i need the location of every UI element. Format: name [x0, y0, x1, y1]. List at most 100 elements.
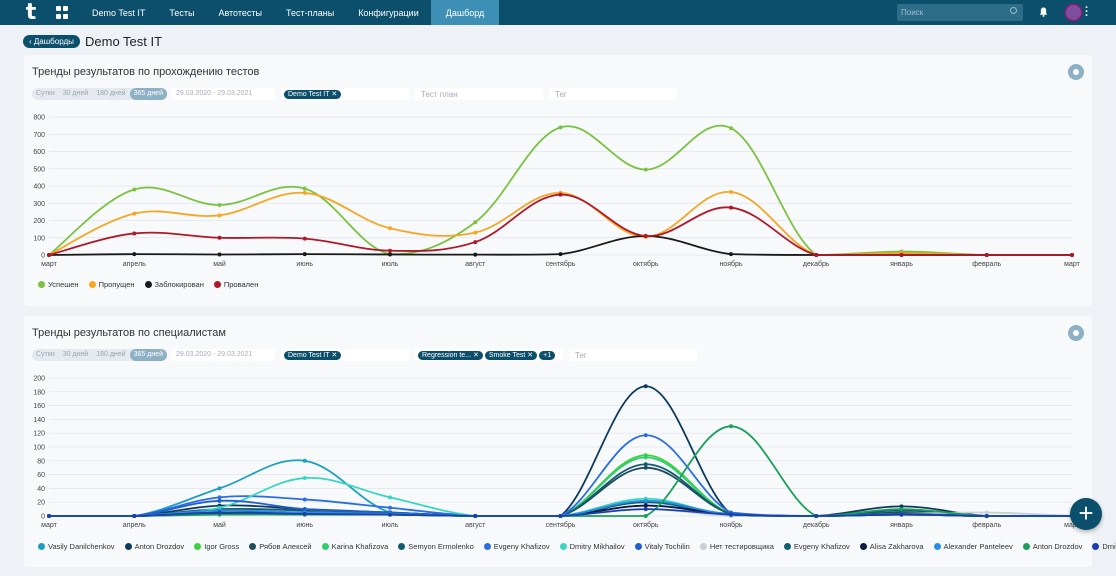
data-point[interactable]	[388, 495, 392, 500]
project-filter[interactable]: Demo Test IT ✕	[281, 349, 409, 361]
data-point[interactable]	[899, 504, 904, 509]
nav-item-5[interactable]: Конфигурации	[358, 7, 419, 18]
legend-item[interactable]: Пропущен	[88, 280, 135, 289]
legend-item[interactable]: Evgeny Khafizov	[783, 542, 850, 551]
data-point[interactable]	[388, 252, 392, 257]
project-chip[interactable]: Demo Test IT ✕	[284, 89, 342, 99]
data-point[interactable]	[643, 433, 648, 438]
data-point[interactable]	[132, 231, 137, 236]
data-point[interactable]	[302, 190, 307, 195]
data-point[interactable]	[899, 512, 904, 517]
data-point[interactable]	[643, 507, 648, 512]
data-point[interactable]	[814, 514, 819, 518]
data-point[interactable]	[558, 514, 563, 518]
tag-filter[interactable]: Тег	[569, 349, 697, 361]
data-point[interactable]	[217, 486, 222, 491]
data-point[interactable]	[388, 248, 392, 253]
bell-icon[interactable]	[1039, 7, 1048, 17]
data-point[interactable]	[217, 510, 222, 515]
data-point[interactable]	[473, 252, 478, 257]
data-point[interactable]	[132, 211, 137, 216]
data-point[interactable]	[302, 252, 307, 257]
data-point[interactable]	[217, 213, 222, 218]
nav-item-6[interactable]: Дашборд	[430, 0, 500, 25]
data-point[interactable]	[643, 514, 648, 518]
period-option[interactable]: 365 дней	[129, 349, 167, 361]
more-menu-icon[interactable]: · · ·	[1085, 2, 1089, 22]
data-point[interactable]	[643, 384, 648, 389]
period-option[interactable]: 180 дней	[96, 351, 126, 358]
settings-gear-icon[interactable]	[1068, 325, 1084, 341]
data-point[interactable]	[729, 190, 733, 195]
data-point[interactable]	[388, 226, 392, 231]
data-point[interactable]	[388, 512, 392, 517]
data-point[interactable]	[814, 253, 819, 257]
data-point[interactable]	[217, 252, 222, 257]
data-point[interactable]	[388, 505, 392, 510]
data-point[interactable]	[302, 497, 307, 502]
add-widget-button[interactable]: +	[1070, 498, 1102, 530]
nav-item-1[interactable]: Demo Test IT	[92, 7, 146, 18]
data-point[interactable]	[729, 205, 733, 210]
data-point[interactable]	[984, 253, 989, 257]
apps-grid-icon[interactable]	[56, 5, 70, 20]
data-point[interactable]	[217, 505, 222, 510]
legend-item[interactable]: Anton Drozdov	[1022, 542, 1082, 551]
testplan-filter[interactable]: Тест план	[415, 88, 543, 100]
legend-item[interactable]: Успешен	[38, 280, 79, 289]
nav-item-3[interactable]: Автотесты	[218, 7, 262, 18]
data-point[interactable]	[643, 498, 648, 503]
testplan-filter[interactable]: Regression te... ✕ Smoke Test ✕ +1	[415, 349, 563, 361]
data-point[interactable]	[558, 192, 563, 197]
data-point[interactable]	[302, 236, 307, 241]
search-input[interactable]: Поиск	[897, 4, 1023, 21]
legend-item[interactable]: Igor Gross	[194, 542, 239, 551]
testit-logo[interactable]: t	[25, 0, 37, 25]
data-point[interactable]	[984, 510, 989, 515]
data-point[interactable]	[643, 455, 648, 460]
legend-item[interactable]: Dmitry Mikhailov	[1092, 542, 1116, 551]
data-point[interactable]	[132, 252, 137, 257]
user-avatar[interactable]	[1065, 4, 1082, 21]
period-option[interactable]: 365 дней	[129, 88, 167, 100]
legend-item[interactable]: Vasily Danilchenkov	[38, 542, 115, 551]
legend-item[interactable]: Anton Drozdov	[124, 542, 184, 551]
settings-gear-icon[interactable]	[1068, 64, 1084, 80]
data-point[interactable]	[984, 514, 989, 518]
data-point[interactable]	[302, 186, 307, 191]
tag-filter[interactable]: Тег	[549, 88, 677, 100]
data-point[interactable]	[643, 503, 648, 508]
period-option[interactable]: 180 дней	[96, 90, 126, 97]
project-chip[interactable]: Demo Test IT ✕	[284, 350, 342, 360]
legend-item[interactable]: Vitaly Tochilin	[634, 542, 690, 551]
legend-item[interactable]: Semyon Ermolenko	[398, 542, 474, 551]
nav-item-4[interactable]: Тест-планы	[286, 7, 335, 18]
period-option[interactable]: Сутки	[36, 351, 55, 358]
data-point[interactable]	[217, 495, 222, 500]
testplan-chip[interactable]: Smoke Test ✕	[484, 350, 538, 360]
data-point[interactable]	[1070, 253, 1074, 257]
legend-item[interactable]: Заблокирован	[144, 280, 204, 289]
data-point[interactable]	[217, 498, 222, 503]
data-point[interactable]	[473, 230, 478, 235]
data-point[interactable]	[558, 125, 563, 130]
data-point[interactable]	[899, 507, 904, 512]
period-option[interactable]: 30 дней	[62, 351, 89, 358]
data-point[interactable]	[302, 458, 307, 463]
data-point[interactable]	[643, 234, 648, 239]
testplan-chip[interactable]: +1	[539, 350, 556, 360]
period-option[interactable]: 30 дней	[62, 90, 89, 97]
data-point[interactable]	[132, 514, 137, 518]
data-point[interactable]	[558, 252, 563, 257]
project-filter[interactable]: Demo Test IT ✕	[281, 88, 409, 100]
date-range-field[interactable]: 29.03.2020 - 29.03.2021	[171, 88, 275, 100]
legend-item[interactable]: Alexander Panteleev	[933, 542, 1013, 551]
data-point[interactable]	[47, 514, 51, 518]
testplan-chip[interactable]: Regression te... ✕	[418, 350, 483, 360]
data-point[interactable]	[643, 167, 648, 172]
data-point[interactable]	[473, 514, 478, 518]
data-point[interactable]	[643, 465, 648, 470]
legend-item[interactable]: Рябов Алексей	[249, 542, 312, 551]
data-point[interactable]	[132, 187, 137, 192]
legend-item[interactable]: Нет тестировщика	[699, 542, 774, 551]
